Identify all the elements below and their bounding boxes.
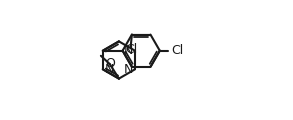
Text: N: N	[124, 63, 133, 76]
Text: O: O	[105, 57, 115, 70]
Text: Cl: Cl	[171, 44, 183, 57]
Text: Cl: Cl	[125, 43, 137, 56]
Text: N: N	[105, 63, 114, 76]
Text: N: N	[124, 44, 133, 57]
